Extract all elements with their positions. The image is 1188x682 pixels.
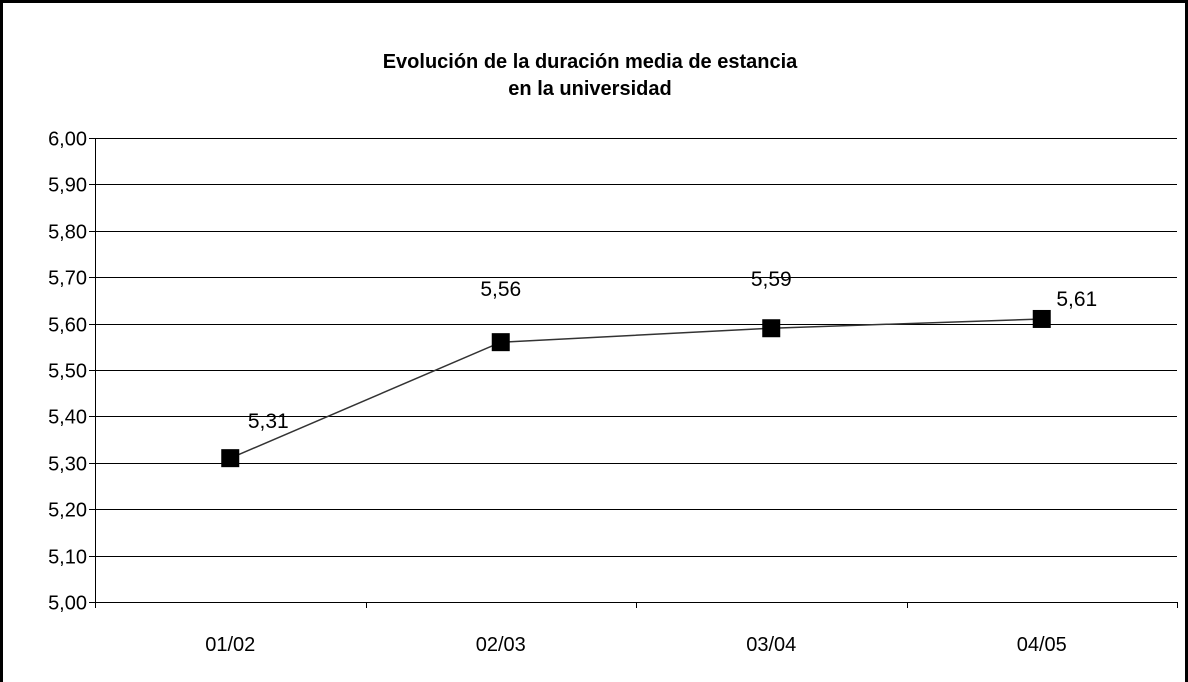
data-label: 5,59	[751, 268, 792, 291]
chart-title-line-1: Evolución de la duración media de estanc…	[383, 51, 798, 73]
data-point-marker	[762, 319, 781, 338]
series-markers	[221, 309, 1051, 468]
data-label: 5,56	[480, 278, 521, 301]
y-tick-label: 5,90	[48, 175, 87, 197]
y-tick-label: 5,80	[48, 222, 87, 244]
series-line	[230, 318, 1042, 459]
y-tick-label: 5,50	[48, 361, 87, 383]
x-tick-labels: 01/02 02/03 03/04 04/05	[205, 634, 1067, 656]
data-point-marker	[1032, 309, 1051, 328]
y-tick-label: 6,00	[48, 129, 87, 151]
data-point-marker	[491, 333, 510, 352]
x-tick-label: 01/02	[205, 634, 255, 656]
axes	[89, 138, 1178, 608]
y-tick-label: 5,30	[48, 454, 87, 476]
x-tick-label: 03/04	[746, 634, 796, 656]
data-labels: 5,31 5,56 5,59 5,61	[248, 268, 1097, 433]
chart-title-line-2: en la universidad	[508, 78, 671, 100]
y-tick-label: 5,00	[48, 593, 87, 615]
y-tick-label: 5,70	[48, 268, 87, 290]
x-tick-label: 02/03	[476, 634, 526, 656]
data-label: 5,61	[1056, 288, 1097, 311]
gridlines	[95, 138, 1177, 557]
x-tick-label: 04/05	[1017, 634, 1067, 656]
y-tick-label: 5,10	[48, 547, 87, 569]
y-tick-label: 5,60	[48, 315, 87, 337]
data-label: 5,31	[248, 410, 289, 433]
y-tick-label: 5,20	[48, 500, 87, 522]
y-tick-labels: 5,00 5,10 5,20 5,30 5,40 5,50 5,60 5,70 5,80 5,90…	[48, 129, 87, 615]
series-line-path	[230, 318, 1042, 459]
data-point-marker	[221, 449, 240, 468]
y-tick-label: 5,40	[48, 407, 87, 429]
